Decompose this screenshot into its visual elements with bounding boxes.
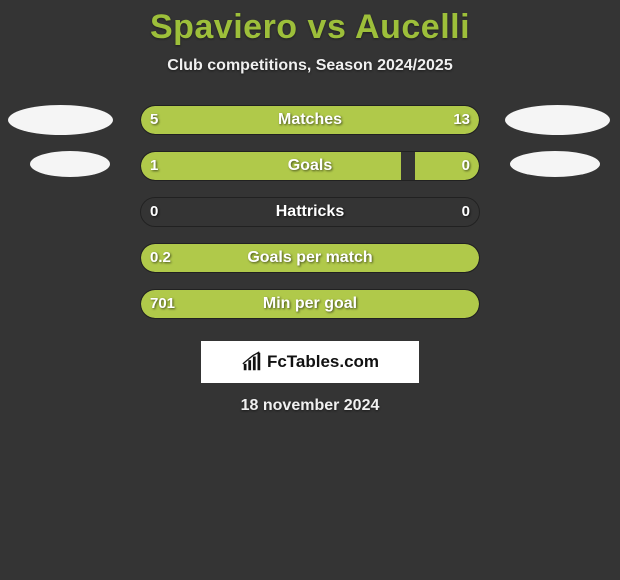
comparison-card: Spaviero vs Aucelli Club competitions, S… (0, 0, 620, 415)
date-text: 18 november 2024 (0, 397, 620, 415)
brand-logo: FcTables.com (201, 341, 419, 383)
stat-row: 0.2Goals per match (0, 243, 620, 289)
team-badge-right (505, 105, 610, 135)
team-badge-left (30, 151, 110, 177)
title-player-right: Aucelli (355, 8, 470, 46)
page-title: Spaviero vs Aucelli (0, 8, 620, 47)
stat-row: 10Goals (0, 151, 620, 197)
stat-rows: 513Matches10Goals00Hattricks0.2Goals per… (0, 105, 620, 335)
stat-label: Goals (140, 151, 480, 181)
brand-logo-text: FcTables.com (241, 351, 379, 373)
stat-label: Matches (140, 105, 480, 135)
stat-row: 00Hattricks (0, 197, 620, 243)
team-badge-left (8, 105, 113, 135)
stat-label: Goals per match (140, 243, 480, 273)
subtitle: Club competitions, Season 2024/2025 (0, 57, 620, 75)
title-player-left: Spaviero (150, 8, 298, 46)
stat-row: 701Min per goal (0, 289, 620, 335)
stat-label: Hattricks (140, 197, 480, 227)
team-badge-right (510, 151, 600, 177)
stat-row: 513Matches (0, 105, 620, 151)
brand-text: FcTables.com (267, 352, 379, 372)
title-vs: vs (308, 8, 347, 46)
bar-chart-icon (241, 351, 263, 373)
stat-label: Min per goal (140, 289, 480, 319)
